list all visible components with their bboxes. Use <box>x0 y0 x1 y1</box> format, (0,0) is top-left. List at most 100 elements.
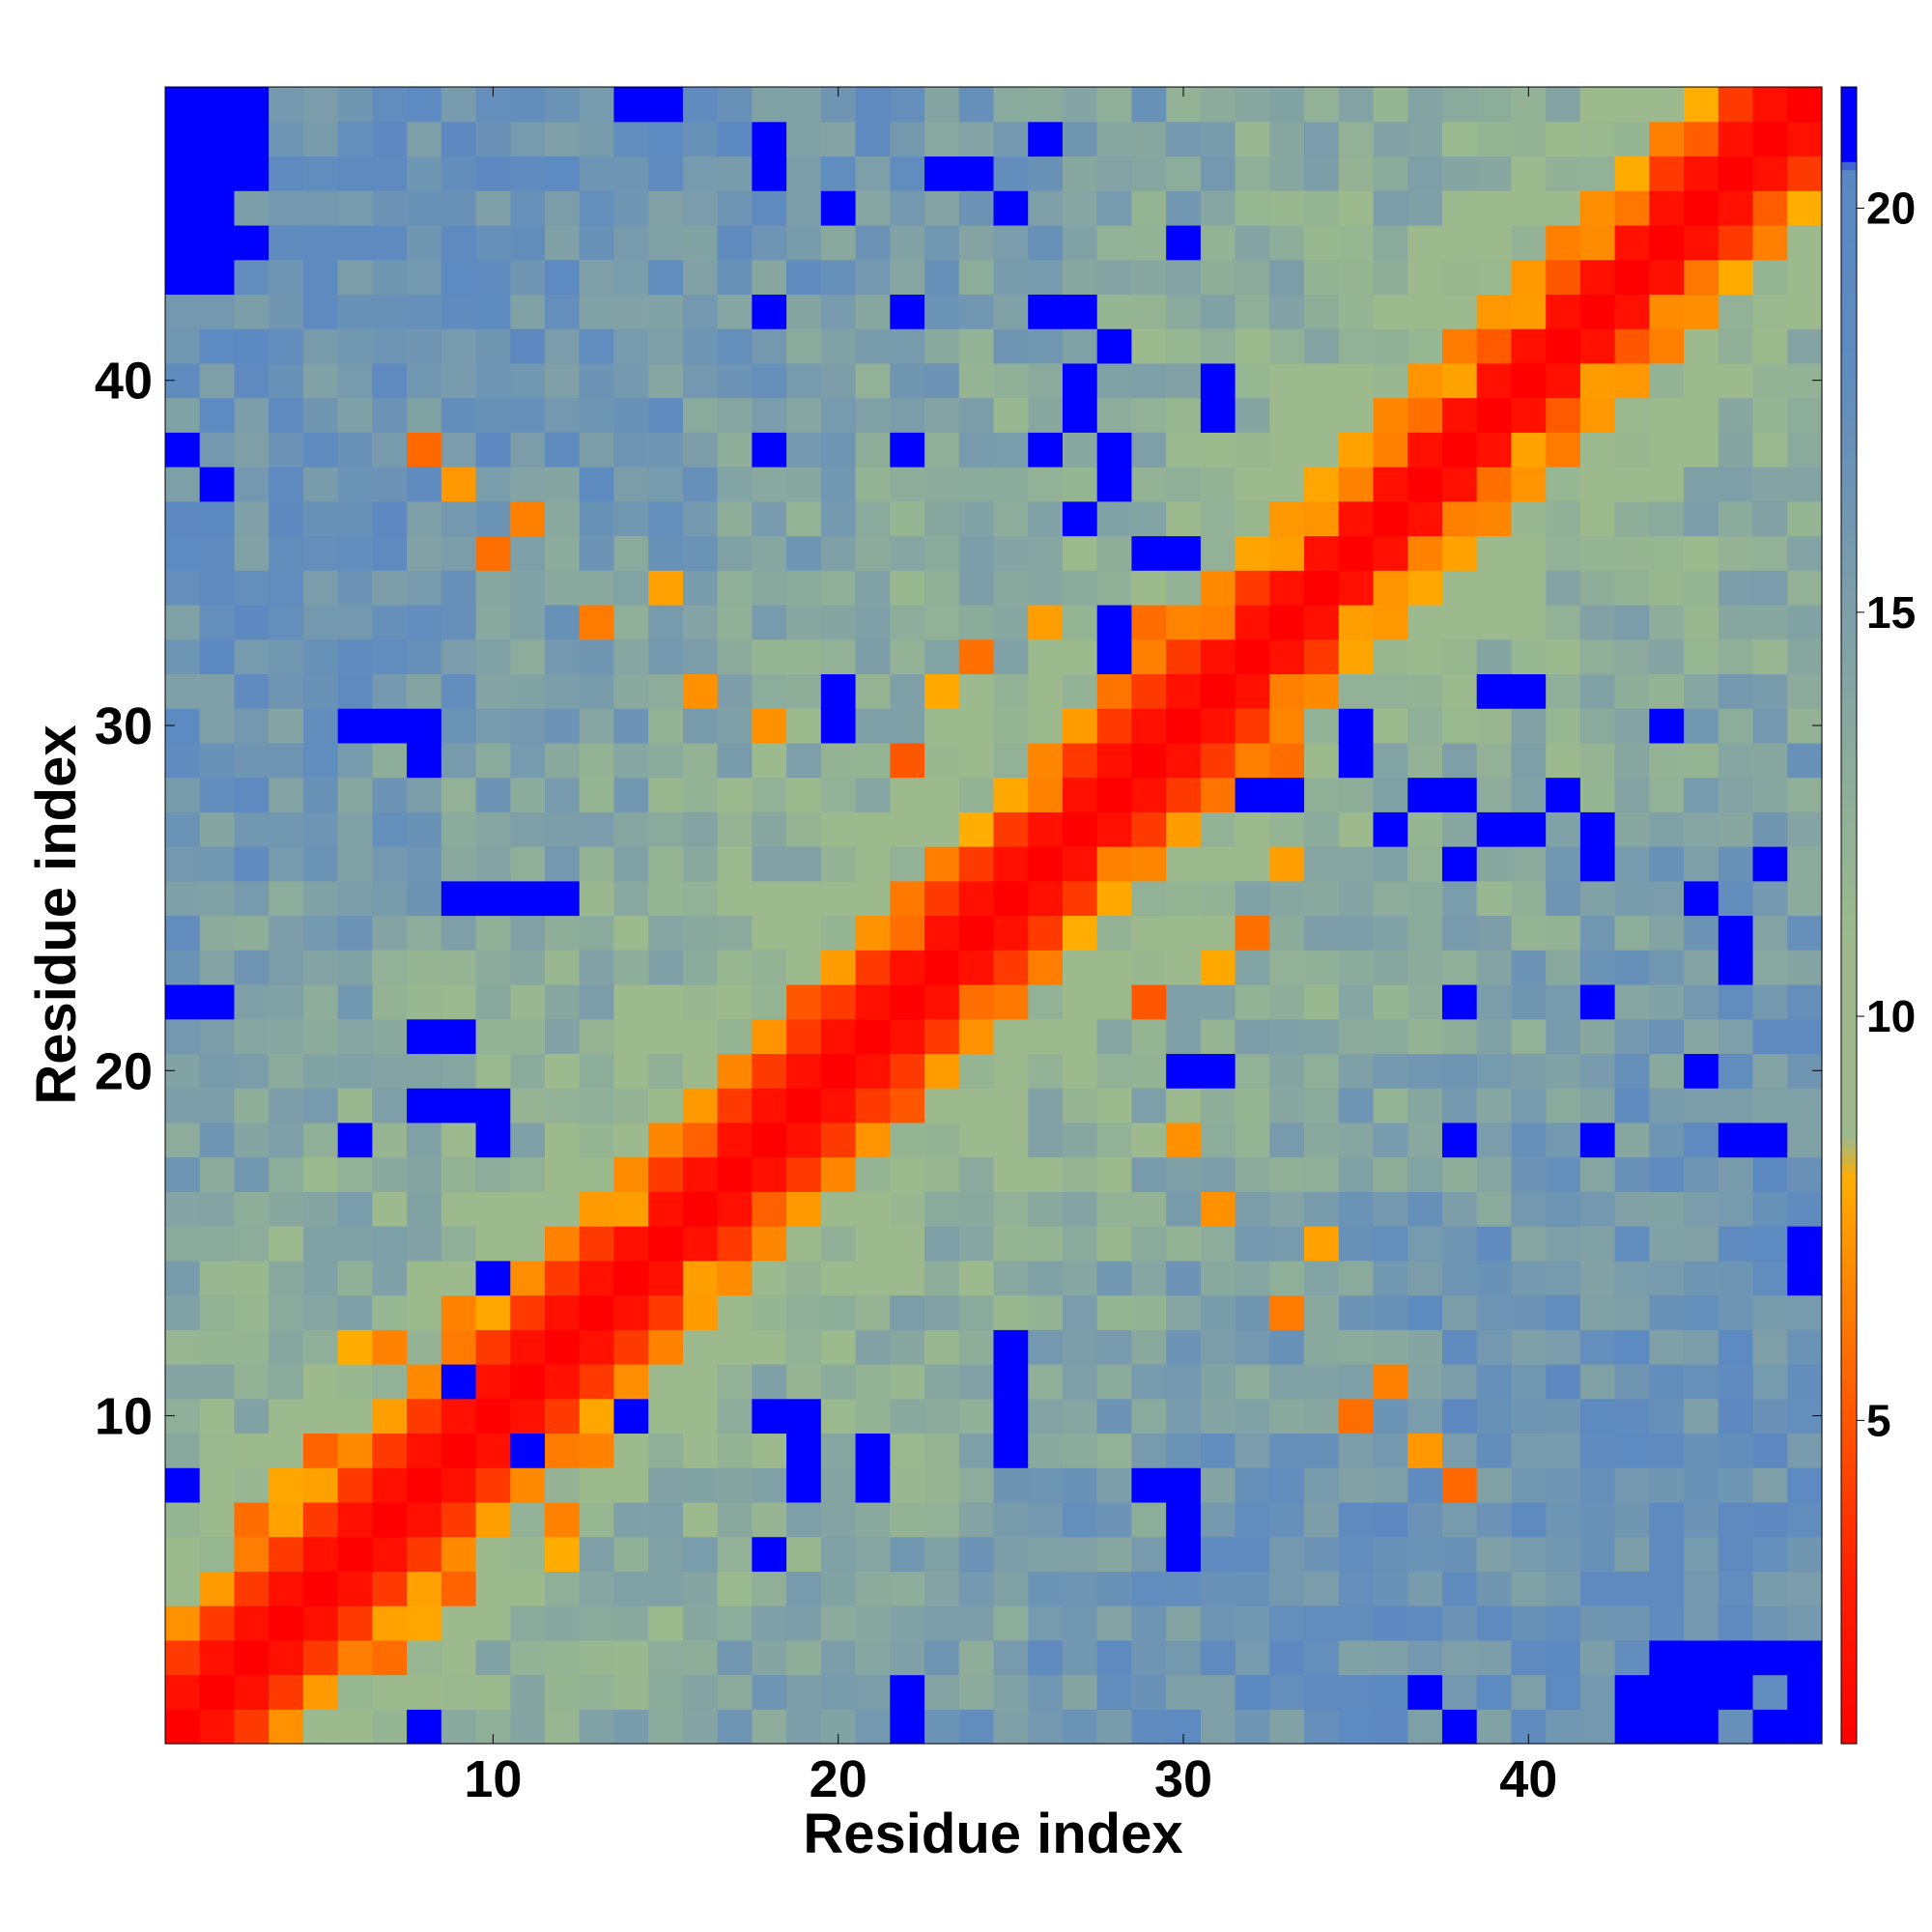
heatmap-cell <box>1614 1191 1650 1227</box>
heatmap-cell <box>1718 983 1754 1020</box>
heatmap-cell <box>855 777 891 812</box>
heatmap-cell <box>545 1709 581 1745</box>
colorbar-segment <box>1841 1213 1857 1223</box>
heatmap-cell <box>1373 500 1408 537</box>
colorbar-segment <box>1841 227 1857 237</box>
heatmap-cell <box>1718 1571 1754 1606</box>
colorbar-segment <box>1841 1114 1857 1123</box>
heatmap-cell <box>1304 1674 1340 1710</box>
heatmap-cell <box>1373 224 1408 261</box>
heatmap-cell <box>1684 1226 1719 1262</box>
heatmap-cell <box>1096 1088 1133 1123</box>
heatmap-cell <box>820 1501 857 1538</box>
heatmap-cell <box>682 1536 719 1572</box>
heatmap-cell <box>1096 1329 1133 1365</box>
heatmap-cell <box>682 1433 719 1468</box>
heatmap-cell <box>1028 121 1064 157</box>
heatmap-cell <box>1304 1226 1340 1262</box>
heatmap-cell <box>1476 811 1513 847</box>
heatmap-cell <box>855 1053 891 1089</box>
heatmap-cell <box>1684 294 1719 329</box>
heatmap-cell <box>1304 1467 1340 1503</box>
heatmap-cell <box>1338 432 1375 468</box>
heatmap-cell <box>958 500 995 537</box>
heatmap-cell <box>1718 708 1754 744</box>
colorbar-segment <box>1841 500 1857 510</box>
heatmap-cell <box>648 1536 684 1572</box>
heatmap-cell <box>717 1088 753 1123</box>
heatmap-cell <box>302 673 339 709</box>
heatmap-cell <box>1096 1605 1133 1641</box>
heatmap-cell <box>1407 1156 1443 1192</box>
heatmap-cell <box>475 432 511 468</box>
heatmap-cell <box>1062 1709 1098 1745</box>
heatmap-cell <box>1338 846 1375 882</box>
heatmap-cell <box>1649 1398 1685 1435</box>
heatmap-cell <box>234 1294 270 1330</box>
heatmap-cell <box>234 156 270 191</box>
heatmap-cell <box>613 1191 649 1227</box>
heatmap-cell <box>1614 1639 1650 1676</box>
heatmap-cell <box>1269 673 1305 709</box>
heatmap-cell <box>1649 604 1685 640</box>
heatmap-cell <box>579 1605 615 1641</box>
heatmap-cell <box>1338 156 1375 191</box>
heatmap-cell <box>510 1156 546 1192</box>
heatmap-cell <box>372 983 408 1020</box>
heatmap-cell <box>890 811 925 847</box>
heatmap-cell <box>1441 708 1478 744</box>
heatmap-cell <box>510 846 546 882</box>
heatmap-cell <box>165 1709 201 1745</box>
heatmap-cell <box>1614 1329 1650 1365</box>
heatmap-cell <box>648 1053 684 1089</box>
heatmap-cell <box>1684 1709 1719 1745</box>
heatmap-cell <box>510 190 546 226</box>
heatmap-cell <box>545 915 581 951</box>
heatmap-cell <box>1441 1156 1478 1192</box>
heatmap-cell <box>1166 1294 1202 1330</box>
heatmap-cell <box>993 224 1029 261</box>
colorbar-segment <box>1841 1652 1857 1662</box>
heatmap-cell <box>924 362 960 399</box>
heatmap-cell <box>682 1709 719 1745</box>
colorbar-segment <box>1841 1130 1857 1140</box>
heatmap-cell <box>269 294 304 329</box>
heatmap-cell <box>234 811 270 847</box>
heatmap-cell <box>1579 1018 1616 1055</box>
heatmap-cell <box>510 1639 546 1676</box>
heatmap-cell <box>1028 1605 1064 1641</box>
colorbar-segment <box>1841 169 1857 179</box>
heatmap-cell <box>648 432 684 468</box>
heatmap-cell <box>786 880 822 917</box>
heatmap-cell <box>1546 1571 1581 1606</box>
heatmap-cell <box>1131 432 1167 468</box>
heatmap-cell <box>440 259 477 295</box>
heatmap-cell <box>1546 328 1581 364</box>
heatmap-cell <box>1062 121 1098 157</box>
heatmap-cell <box>372 742 408 779</box>
heatmap-cell <box>958 1329 995 1365</box>
heatmap-cell <box>890 1053 925 1089</box>
heatmap-cell <box>199 673 236 709</box>
heatmap-cell <box>786 224 822 261</box>
colorbar-segment <box>1841 906 1857 917</box>
heatmap-cell <box>1546 708 1581 744</box>
heatmap-cell <box>648 811 684 847</box>
heatmap-cell <box>890 294 925 329</box>
heatmap-cell <box>1511 777 1547 812</box>
heatmap-cell <box>958 742 995 779</box>
heatmap-cell <box>1062 1536 1098 1572</box>
heatmap-cell <box>510 1088 546 1123</box>
colorbar-segment <box>1841 1179 1857 1190</box>
heatmap-cell <box>648 467 684 502</box>
heatmap-cell <box>1684 1156 1719 1192</box>
heatmap-cell <box>1614 1605 1650 1641</box>
heatmap-cell <box>648 1467 684 1503</box>
heatmap-cell <box>613 950 649 985</box>
heatmap-cell <box>579 708 615 744</box>
heatmap-cell <box>890 190 925 226</box>
heatmap-cell <box>924 1122 960 1158</box>
heatmap-cell <box>579 1053 615 1089</box>
colorbar-segment <box>1841 1511 1857 1521</box>
heatmap-cell <box>717 639 753 674</box>
